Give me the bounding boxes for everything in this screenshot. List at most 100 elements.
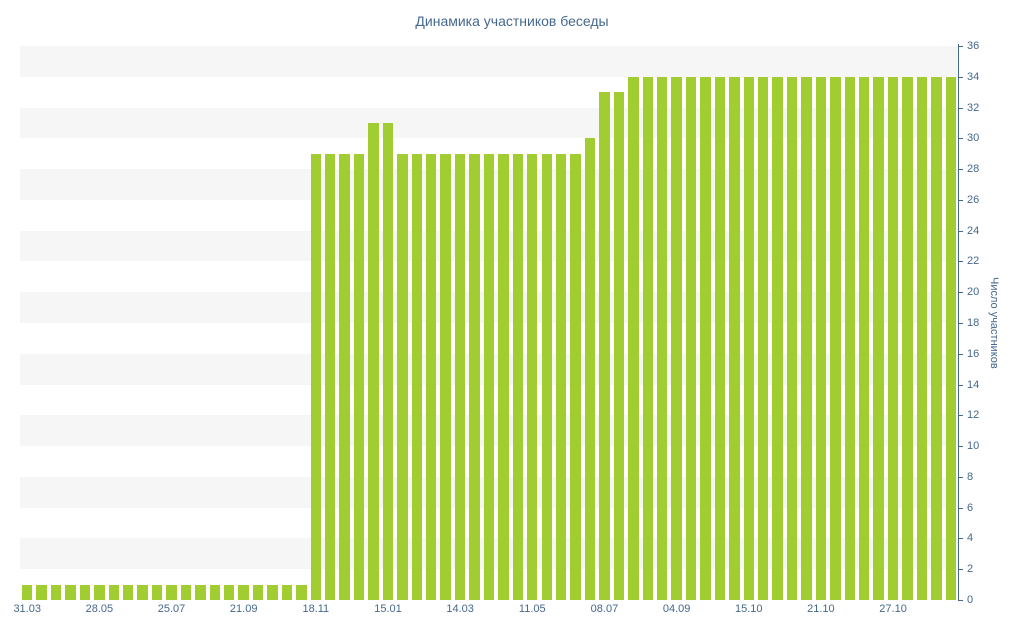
y-tick-label: 32: [967, 101, 980, 114]
bar[interactable]: [830, 76, 841, 600]
bar[interactable]: [815, 76, 827, 600]
bar[interactable]: [224, 584, 235, 600]
bar[interactable]: [454, 153, 466, 600]
bar[interactable]: [527, 153, 538, 600]
bar[interactable]: [411, 153, 423, 600]
bar[interactable]: [108, 584, 119, 600]
bar[interactable]: [916, 76, 928, 600]
bar[interactable]: [844, 76, 855, 600]
bar[interactable]: [180, 584, 192, 600]
bar[interactable]: [570, 153, 581, 600]
bar[interactable]: [599, 92, 610, 600]
y-tick-label: 34: [967, 70, 980, 83]
x-tick-label: 14.03: [446, 603, 474, 615]
y-tick-label: 4: [967, 532, 974, 545]
bar[interactable]: [238, 584, 249, 600]
bar[interactable]: [353, 153, 365, 600]
bar[interactable]: [772, 76, 783, 600]
bar[interactable]: [469, 153, 480, 600]
bar[interactable]: [743, 76, 754, 600]
bar[interactable]: [252, 584, 264, 600]
bar[interactable]: [931, 76, 942, 600]
bar[interactable]: [628, 76, 639, 600]
bar[interactable]: [858, 76, 870, 600]
bar[interactable]: [714, 76, 726, 600]
y-tick-mark: [959, 476, 963, 478]
bar[interactable]: [123, 584, 134, 600]
bar[interactable]: [22, 584, 33, 600]
bar[interactable]: [700, 76, 711, 600]
y-tick-label: 24: [967, 224, 980, 237]
bar[interactable]: [902, 76, 913, 600]
bar[interactable]: [671, 76, 682, 600]
y-tick-mark: [959, 446, 963, 448]
x-tick-label: 04.09: [662, 603, 691, 615]
bar[interactable]: [296, 584, 307, 600]
y-tick-mark: [959, 199, 963, 201]
bar[interactable]: [685, 76, 697, 600]
bar[interactable]: [339, 153, 350, 600]
bar[interactable]: [50, 584, 62, 600]
bar[interactable]: [642, 76, 653, 600]
x-tick-label: 21.10: [807, 603, 835, 615]
bar[interactable]: [512, 153, 524, 600]
bar[interactable]: [873, 76, 884, 600]
bar[interactable]: [786, 76, 798, 600]
y-tick-label: 8: [967, 470, 974, 483]
bar[interactable]: [887, 76, 899, 600]
x-tick-label: 31.03: [13, 603, 41, 615]
bar[interactable]: [801, 76, 812, 600]
bar[interactable]: [945, 76, 956, 600]
bar[interactable]: [729, 76, 740, 600]
plot-area: [20, 46, 958, 600]
y-tick-mark: [959, 138, 963, 140]
bar[interactable]: [382, 122, 394, 600]
y-tick-mark: [959, 323, 963, 324]
bar[interactable]: [483, 153, 495, 600]
bar[interactable]: [79, 584, 91, 600]
bar[interactable]: [151, 584, 163, 600]
y-tick-mark: [959, 46, 963, 47]
y-tick-label: 18: [967, 317, 980, 329]
y-tick-mark: [959, 507, 963, 509]
bar[interactable]: [555, 153, 567, 600]
y-tick-label: 0: [967, 594, 974, 606]
bar[interactable]: [656, 76, 668, 600]
y-tick-mark: [959, 107, 963, 109]
bar[interactable]: [65, 584, 76, 600]
x-tick-label: 15.10: [734, 603, 763, 615]
bar[interactable]: [94, 584, 105, 600]
y-tick-mark: [959, 261, 963, 263]
bar[interactable]: [613, 92, 625, 600]
y-tick-mark: [959, 76, 963, 78]
bar[interactable]: [397, 153, 408, 600]
bar[interactable]: [325, 153, 336, 600]
y-tick-mark: [959, 569, 963, 571]
bar[interactable]: [36, 584, 47, 600]
bar[interactable]: [195, 584, 206, 600]
bar[interactable]: [440, 153, 451, 600]
bar[interactable]: [166, 584, 177, 600]
y-axis: 0 2 4 6 8 10 12 14 16 18 20 22 24 26 28 30 32 34 36: [958, 40, 1024, 606]
x-tick-label: 27.10: [879, 603, 907, 615]
bar[interactable]: [267, 584, 278, 600]
bar[interactable]: [426, 153, 437, 600]
bar[interactable]: [281, 584, 293, 600]
bar[interactable]: [498, 153, 509, 600]
bar[interactable]: [310, 153, 322, 600]
y-tick-mark: [959, 353, 963, 355]
bar[interactable]: [368, 122, 379, 600]
x-tick-label: 08.07: [590, 603, 619, 615]
y-tick-label: 6: [967, 501, 974, 514]
x-axis-labels: 31.03 28.05 25.07 21.09 18.11 15.01 14.03 11.05…: [13, 603, 958, 619]
x-tick-label: 28.05: [85, 603, 114, 615]
y-tick-label: 14: [967, 378, 980, 391]
bar[interactable]: [541, 153, 552, 600]
bar[interactable]: [757, 76, 769, 600]
bar[interactable]: [209, 584, 221, 600]
bar[interactable]: [137, 584, 148, 600]
bar[interactable]: [584, 138, 596, 600]
y-tick-mark: [959, 600, 963, 601]
y-tick-label: 22: [967, 255, 980, 268]
